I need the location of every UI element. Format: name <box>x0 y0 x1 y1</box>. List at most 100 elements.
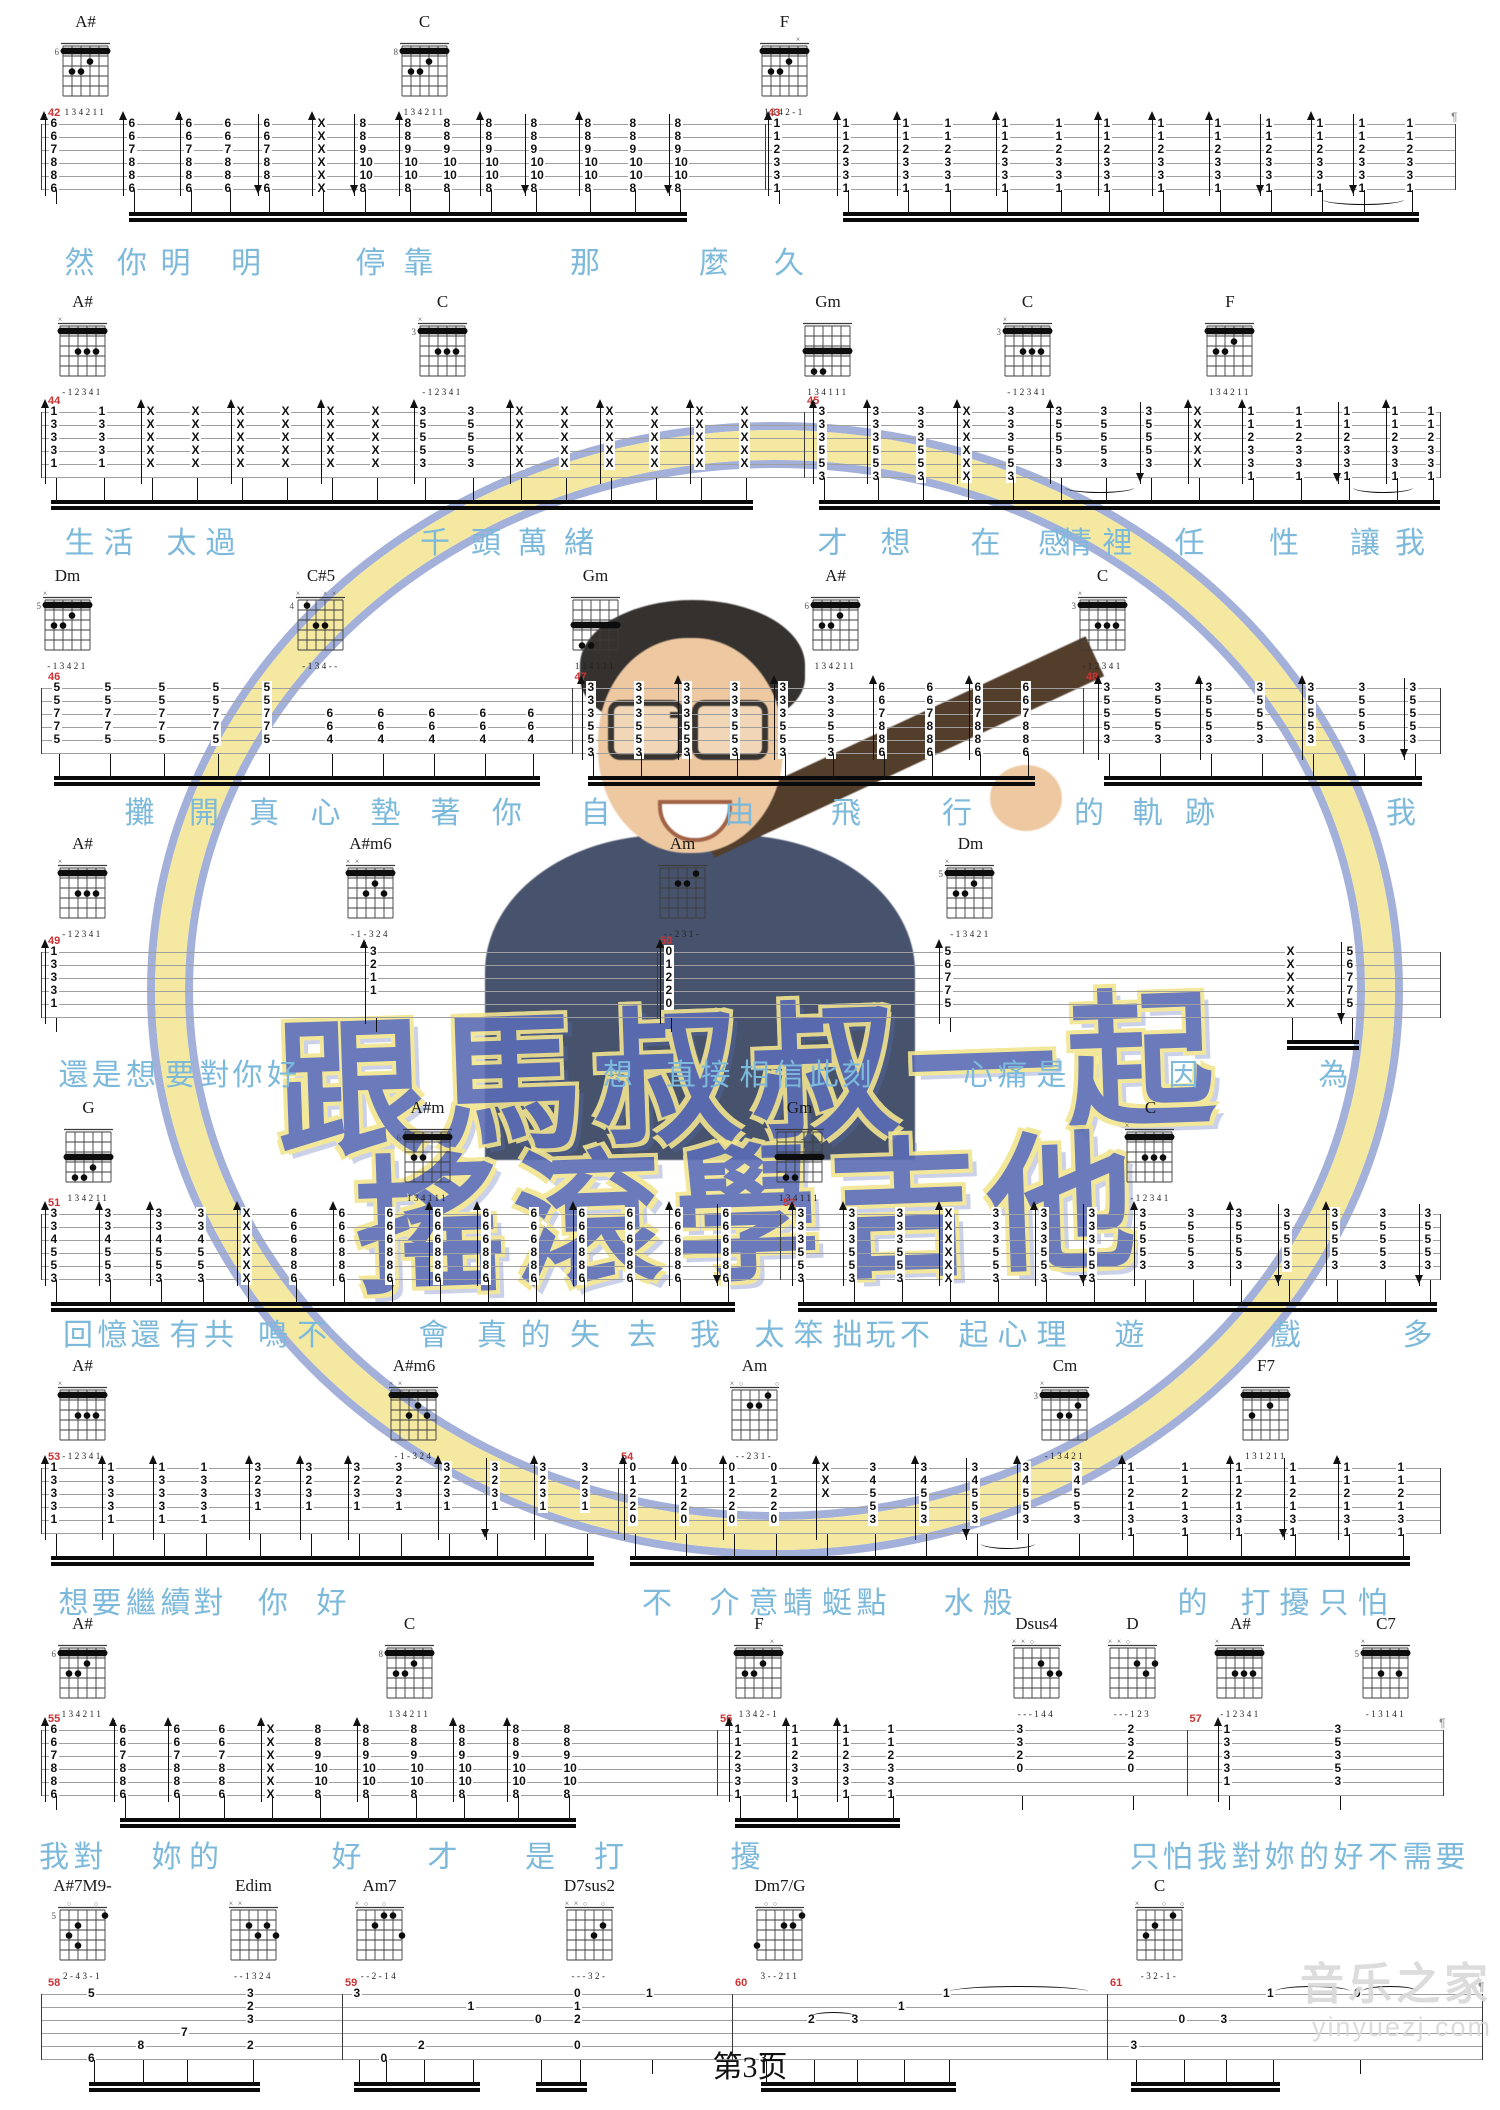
tab-digit: 3 <box>442 1486 452 1500</box>
tab-digit: 3 <box>352 1486 362 1500</box>
staff-line <box>40 740 1440 741</box>
lyric-char: 對 <box>199 1059 230 1092</box>
note-stem <box>779 190 781 204</box>
beam-stem <box>179 1796 181 1822</box>
chord-c#5: C#5 × × × 4 -134-- <box>281 566 361 671</box>
strum-arrow <box>678 678 679 760</box>
tab-digit: 6 <box>529 1232 539 1246</box>
tab-digit: 6 <box>925 680 935 694</box>
tab-digit: 1 <box>1357 181 1367 195</box>
chord-fingering: 1342-1 <box>764 107 805 117</box>
strum-up-arrowhead <box>232 1201 241 1210</box>
tab-digit: 2 <box>727 1486 737 1500</box>
tab-digit: 10 <box>583 155 600 169</box>
beam-stem <box>923 478 925 504</box>
tab-digit: 8 <box>183 155 194 169</box>
beam-bar-2 <box>51 1308 735 1312</box>
beam-bar-2 <box>735 1824 900 1828</box>
tab-digit: 1 <box>627 1473 638 1487</box>
lyric-char: 真 <box>477 1319 507 1352</box>
chord-d7sus2: D7sus2 × × ○ ○ ---32- <box>550 1876 630 1981</box>
beam-stem <box>1241 1534 1243 1560</box>
chord-name: C <box>418 12 431 31</box>
tab-digit: X <box>241 1271 253 1285</box>
strum-up-arrowhead <box>529 1455 538 1464</box>
tab-digit: 5 <box>157 680 167 694</box>
tab-digit: 3 <box>1153 732 1163 746</box>
tab-digit: 1 <box>1390 469 1400 483</box>
tab-digit: X <box>325 417 337 431</box>
beam-stem <box>296 1280 298 1306</box>
tab-digit: X <box>820 1473 832 1487</box>
strum-arrow <box>1218 1720 1219 1802</box>
tab-digit: 0 <box>769 1512 779 1526</box>
tab-digit: 6 <box>526 706 536 720</box>
tab-digit: 8 <box>529 116 539 130</box>
lyric-char: 著 <box>430 797 461 830</box>
beam-bar-2 <box>760 2088 956 2092</box>
tab-digit: 1 <box>1294 404 1304 418</box>
tab-digit: 3 <box>634 706 644 720</box>
tab-digit: 3 <box>943 168 953 182</box>
tab-digit: 1 <box>368 970 379 984</box>
staff-line <box>40 1468 1440 1469</box>
tab-digit: 1 <box>1287 1499 1298 1513</box>
tab-digit: 3 <box>1222 1761 1232 1775</box>
tab-digit: 1 <box>1315 181 1325 195</box>
lyric-char: 才 <box>427 1841 458 1874</box>
tab-digit: 5 <box>817 443 827 457</box>
tab-digit: 2 <box>1390 430 1400 444</box>
tab-digit: 2 <box>1015 1748 1025 1762</box>
tab-staff: 51 52 3 3 4 5 5 3 3 3 4 5 5 3 3 3 4 5 5 3 3 3 4 5 5 3 X X X X X X 6 6 6 8 8 6… <box>40 1197 1441 1312</box>
beam-stem <box>1145 1280 1147 1306</box>
strum-arrow <box>300 1458 301 1540</box>
tab-digit: 2 <box>1234 1486 1244 1500</box>
tab-digit: 2 <box>901 142 911 156</box>
tab-digit: 0 <box>627 1512 638 1526</box>
tab-digit: 1 <box>1180 1499 1190 1513</box>
lyric-char: 鳴 <box>258 1319 288 1352</box>
strum-arrow <box>45 1458 46 1540</box>
tab-digit: 1 <box>1213 181 1223 195</box>
staff-line <box>40 714 1440 715</box>
chord-diagram-grid: × × ○ <box>1011 1637 1062 1699</box>
beam-stem <box>785 754 787 780</box>
tab-digit: 3 <box>49 443 59 457</box>
tab-digit: 6 <box>376 706 386 720</box>
beam-stem <box>824 478 826 504</box>
tab-digit: 8 <box>457 1735 467 1749</box>
strum-up-arrowhead <box>502 1717 511 1726</box>
tab-digit: 8 <box>49 1761 59 1775</box>
chord-a#: A# 6 134211 <box>796 566 876 671</box>
tab-digit: 6 <box>337 1206 347 1220</box>
tab-digit: 3 <box>1213 168 1223 182</box>
tab-system-1: A# 6 134211 C 8 134211 F × 1342-1 42 43 ¶ 6 6 7 8 8 6 6 6 7 8… <box>0 12 1500 280</box>
tab-digit: 3 <box>585 745 596 759</box>
tab-digit: 5 <box>1345 996 1355 1010</box>
tab-digit: 3 <box>97 430 107 444</box>
tab-digit: 8 <box>442 181 452 195</box>
tab-digit: 3 <box>1306 732 1316 746</box>
measure-number: 49 <box>47 935 61 947</box>
tab-digit: 6 <box>625 1271 635 1285</box>
tab-digit: 4 <box>868 1473 878 1487</box>
beam-stem <box>635 190 637 216</box>
beam-stem <box>224 1796 226 1822</box>
beam-stem <box>734 1534 736 1560</box>
chord-diagram-grid: 8 <box>378 1644 434 1699</box>
tab-digit: 6 <box>127 116 137 130</box>
tab-digit: 5 <box>1306 693 1316 707</box>
tab-digit: 3 <box>901 168 911 182</box>
tab-digit: 1 <box>1390 404 1400 418</box>
chord-name: Am <box>741 1356 768 1375</box>
beam-stem <box>1013 478 1015 504</box>
tab-digit: 1 <box>1405 116 1415 130</box>
beam-stem <box>1061 478 1063 504</box>
strum-up-arrowhead <box>1129 1201 1138 1210</box>
tab-digit: 8 <box>511 1735 521 1749</box>
tab-digit: 6 <box>577 1232 587 1246</box>
tab-digit: 4 <box>154 1232 164 1246</box>
tab-digit: 5 <box>1282 1232 1292 1246</box>
tab-digit: 3 <box>1330 1258 1340 1272</box>
beam-stem <box>878 478 880 504</box>
